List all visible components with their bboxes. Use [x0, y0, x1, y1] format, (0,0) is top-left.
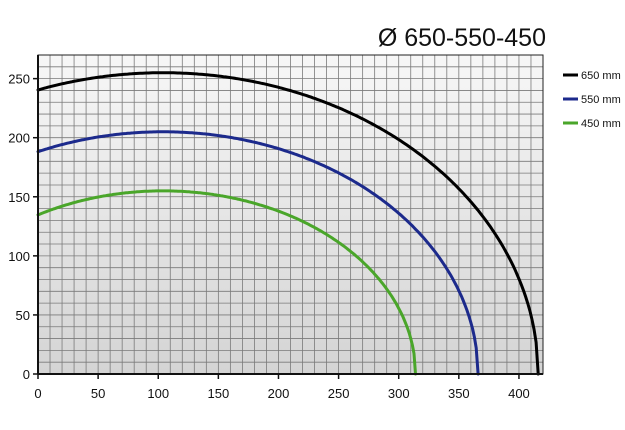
y-tick-label: 100	[8, 249, 30, 264]
x-tick-label: 100	[147, 386, 169, 401]
series-line-1	[36, 71, 540, 376]
series-line-2	[36, 130, 480, 376]
chart-title: Ø 650-550-450	[378, 24, 546, 52]
series-line-3	[36, 189, 417, 376]
series-layer	[36, 71, 540, 376]
x-tick-label: 0	[34, 386, 41, 401]
y-tick-label: 200	[8, 131, 30, 146]
y-tick-label: 250	[8, 72, 30, 87]
legend-label-2: 550 mm	[581, 94, 621, 106]
x-tick-label: 50	[91, 386, 105, 401]
y-tick-label: 0	[23, 367, 30, 382]
x-tick-label: 150	[208, 386, 230, 401]
legend-label-3: 450 mm	[581, 118, 621, 130]
legend: 650 mm 550 mm 450 mm	[563, 70, 621, 130]
x-tick-label: 250	[328, 386, 350, 401]
y-tick-label: 150	[8, 190, 30, 205]
y-tick-label: 50	[16, 308, 30, 323]
x-tick-label: 400	[508, 386, 530, 401]
x-tick-label: 200	[268, 386, 290, 401]
x-tick-label: 300	[388, 386, 410, 401]
x-tick-label: 350	[448, 386, 470, 401]
axes: 0 50 100 150 200 250 300 350 400 0 50 100 150 200 250	[8, 54, 544, 401]
legend-label-1: 650 mm	[581, 70, 621, 82]
